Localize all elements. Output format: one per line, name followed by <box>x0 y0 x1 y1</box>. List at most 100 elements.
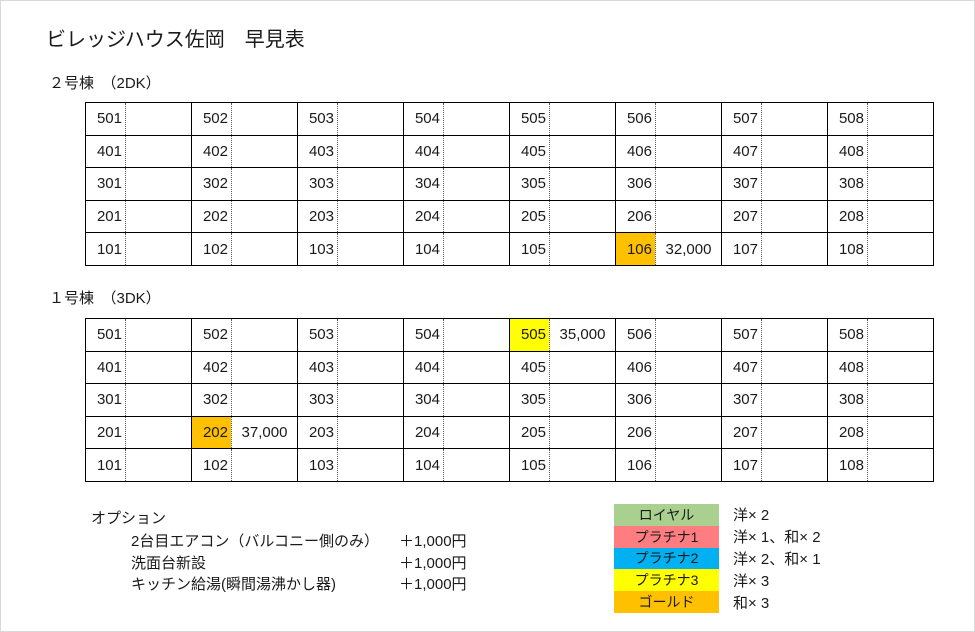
rent-cell-407 <box>761 134 828 169</box>
option-label: 2台目エアコン（バルコニー側のみ） <box>131 533 380 550</box>
room-cell-303: 303 <box>297 167 338 201</box>
room-cell-106: 106 <box>615 448 656 482</box>
rent-cell-204 <box>443 415 510 450</box>
room-cell-402: 402 <box>191 350 232 385</box>
room-cell-407: 407 <box>721 350 762 385</box>
rent-cell-402 <box>231 350 298 385</box>
room-cell-304: 304 <box>403 383 444 417</box>
room-cell-503: 503 <box>297 318 338 352</box>
room-cell-307: 307 <box>721 383 762 417</box>
room-cell-108: 108 <box>827 232 868 266</box>
rent-cell-504 <box>443 102 510 136</box>
room-cell-501: 501 <box>85 318 126 352</box>
building-1-heading: １号棟 （3DK） <box>49 290 161 307</box>
room-cell-108: 108 <box>827 448 868 482</box>
rent-cell-303 <box>337 167 404 201</box>
room-cell-103: 103 <box>297 232 338 266</box>
rent-cell-101 <box>125 232 192 266</box>
rent-cell-502 <box>231 102 298 136</box>
room-cell-506: 506 <box>615 318 656 352</box>
legend-row: プラチナ3 洋× 3 <box>614 569 821 592</box>
legend-row: ロイヤル 洋× 2 <box>614 504 821 526</box>
rent-cell-306 <box>655 383 722 417</box>
option-price: ＋1,000円 <box>399 554 467 572</box>
rent-cell-307 <box>761 383 828 417</box>
room-cell-207: 207 <box>721 415 762 450</box>
rent-cell-403 <box>337 350 404 385</box>
rent-cell-402 <box>231 134 298 169</box>
legend-desc-platinum-1: 洋× 1、和× 2 <box>733 529 821 547</box>
room-cell-408: 408 <box>827 134 868 169</box>
legend-desc-gold: 和× 3 <box>733 594 770 612</box>
rent-cell-404 <box>443 350 510 385</box>
rent-cell-305 <box>549 383 616 417</box>
rent-cell-401 <box>125 134 192 169</box>
rent-cell-508 <box>867 102 934 136</box>
room-cell-103: 103 <box>297 448 338 482</box>
rent-cell-104 <box>443 232 510 266</box>
rent-cell-206 <box>655 415 722 450</box>
rent-cell-103 <box>337 448 404 482</box>
rent-cell-107 <box>761 448 828 482</box>
floor-row: 501 502 503 504 505 35,000 506 507 508 <box>85 318 934 352</box>
floor-row: 301 302 303 304 305 306 307 308 <box>85 383 934 417</box>
room-cell-301: 301 <box>85 167 126 201</box>
rent-cell-306 <box>655 167 722 201</box>
rent-cell-301 <box>125 167 192 201</box>
option-item: 洗面台新設 ＋1,000円 <box>131 553 531 575</box>
options-section: オプション 2台目エアコン（バルコニー側のみ） ＋1,000円 洗面台新設 ＋1… <box>91 507 531 596</box>
rent-cell-308 <box>867 383 934 417</box>
rent-cell-501 <box>125 318 192 352</box>
room-cell-102: 102 <box>191 232 232 266</box>
rent-cell-301 <box>125 383 192 417</box>
room-cell-506: 506 <box>615 102 656 136</box>
room-cell-405: 405 <box>509 134 550 169</box>
room-cell-107: 107 <box>721 448 762 482</box>
room-cell-508: 508 <box>827 318 868 352</box>
option-label: 洗面台新設 <box>131 554 207 572</box>
room-cell-101: 101 <box>85 232 126 266</box>
legend-swatch-royal: ロイヤル <box>614 504 719 526</box>
rent-cell-203 <box>337 415 404 450</box>
room-cell-205: 205 <box>509 415 550 450</box>
room-cell-207: 207 <box>721 199 762 234</box>
room-cell-201: 201 <box>85 415 126 450</box>
room-cell-104: 104 <box>403 448 444 482</box>
rent-cell-105 <box>549 232 616 266</box>
floor-row: 401 402 403 404 405 406 407 408 <box>85 350 934 385</box>
room-cell-505: 505 <box>509 318 550 352</box>
option-price: ＋1,000円 <box>399 576 467 594</box>
rent-cell-403 <box>337 134 404 169</box>
rent-cell-202: 37,000 <box>231 415 298 450</box>
rent-cell-202 <box>231 199 298 234</box>
building-1-table: 501 502 503 504 505 35,000 506 507 508 401 402 403 4… <box>85 318 934 482</box>
rent-cell-208 <box>867 199 934 234</box>
room-cell-503: 503 <box>297 102 338 136</box>
room-cell-308: 308 <box>827 167 868 201</box>
room-cell-202: 202 <box>191 199 232 234</box>
option-item: キッチン給湯(瞬間湯沸かし器) ＋1,000円 <box>131 574 531 596</box>
rent-cell-207 <box>761 199 828 234</box>
legend-desc-platinum-3: 洋× 3 <box>733 572 770 590</box>
rent-cell-506 <box>655 318 722 352</box>
room-cell-406: 406 <box>615 350 656 385</box>
room-cell-202: 202 <box>191 415 232 450</box>
rent-cell-508 <box>867 318 934 352</box>
rent-cell-308 <box>867 167 934 201</box>
room-cell-501: 501 <box>85 102 126 136</box>
room-cell-404: 404 <box>403 134 444 169</box>
room-cell-408: 408 <box>827 350 868 385</box>
rent-cell-405 <box>549 350 616 385</box>
rent-cell-204 <box>443 199 510 234</box>
rent-cell-206 <box>655 199 722 234</box>
options-heading: オプション <box>91 510 167 527</box>
rent-cell-503 <box>337 318 404 352</box>
room-cell-407: 407 <box>721 134 762 169</box>
rent-cell-303 <box>337 383 404 417</box>
rent-cell-305 <box>549 167 616 201</box>
room-cell-403: 403 <box>297 350 338 385</box>
room-cell-308: 308 <box>827 383 868 417</box>
floor-row: 201 202 203 204 205 206 207 208 <box>85 199 934 234</box>
rent-cell-503 <box>337 102 404 136</box>
room-cell-307: 307 <box>721 167 762 201</box>
